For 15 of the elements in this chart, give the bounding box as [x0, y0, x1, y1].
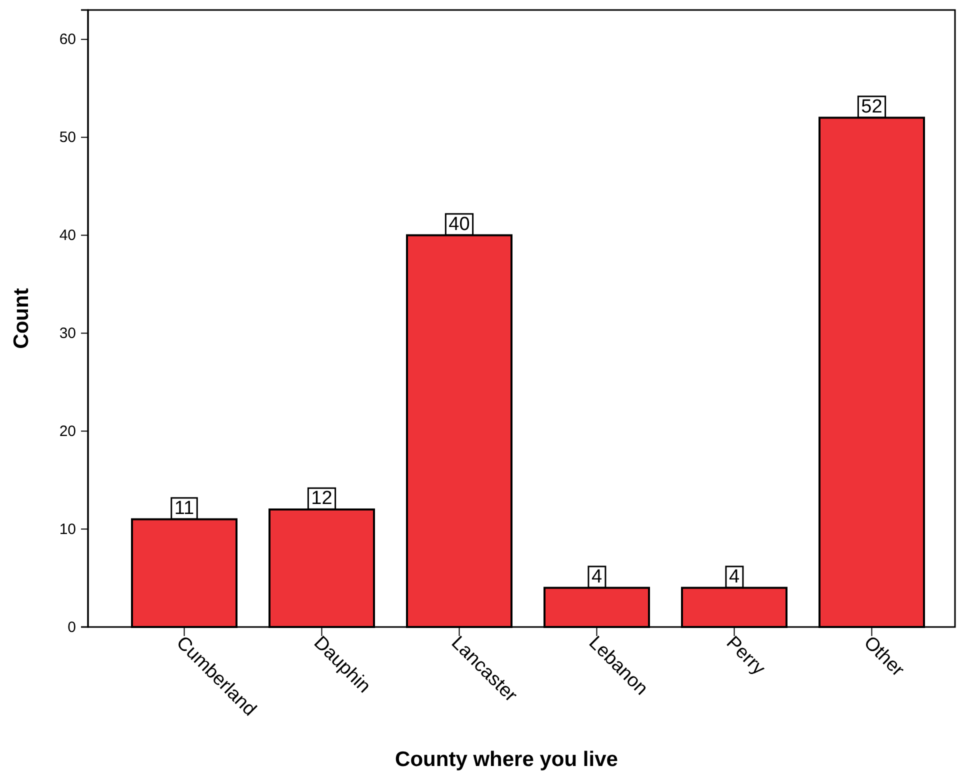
y-axis-title: Count — [10, 288, 33, 349]
y-tick-label: 10 — [59, 520, 76, 538]
data-label: 52 — [861, 96, 882, 118]
data-label: 12 — [311, 488, 332, 510]
data-label: 40 — [448, 214, 470, 235]
y-tick-label: 30 — [59, 324, 76, 342]
y-tick-label: 20 — [59, 422, 76, 440]
y-tick-label: 40 — [59, 227, 76, 244]
x-axis-title: County where you live — [395, 748, 618, 771]
y-tick-label: 60 — [59, 31, 76, 48]
y-tick-label: 0 — [68, 618, 76, 636]
data-label: 4 — [591, 566, 602, 588]
data-label: 11 — [174, 498, 194, 519]
data-label: 4 — [728, 566, 740, 588]
y-tick-label: 50 — [59, 129, 76, 146]
